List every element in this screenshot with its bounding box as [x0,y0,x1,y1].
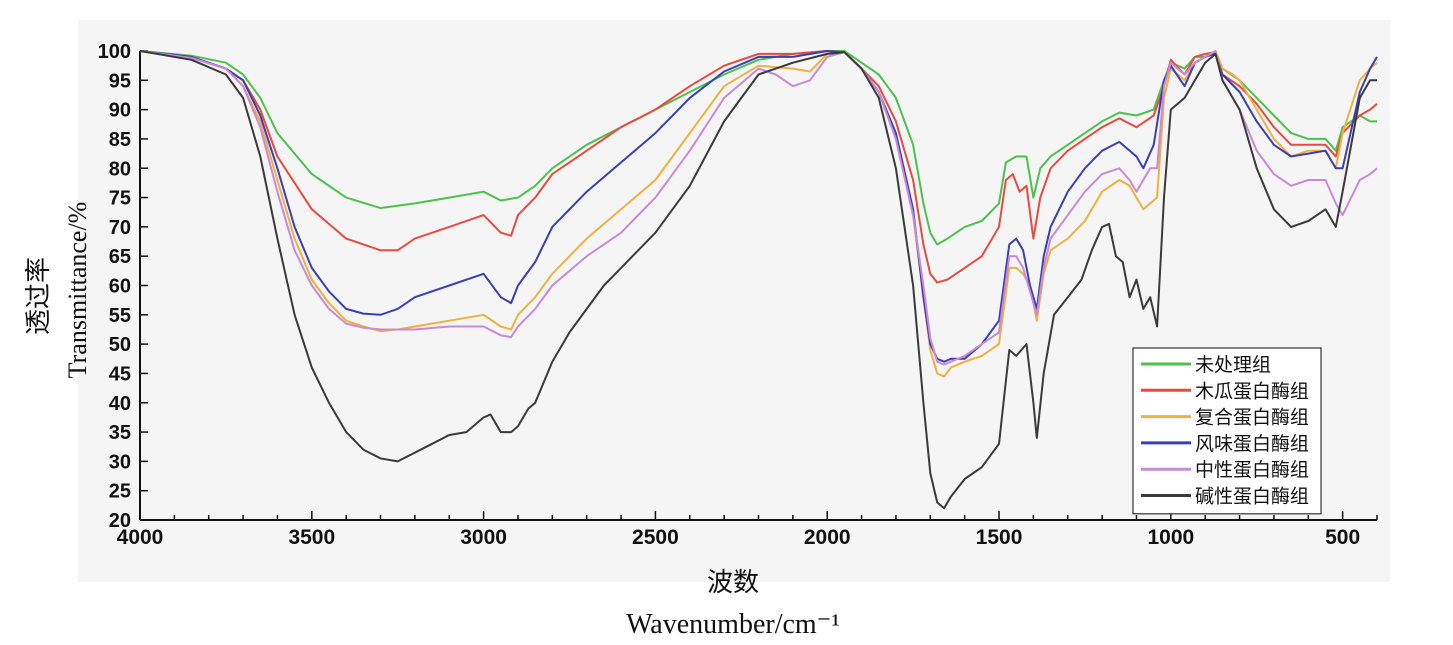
y-tick-label: 100 [98,41,131,63]
y-tick-label: 35 [109,422,131,444]
legend-label: 木瓜蛋白酶组 [1195,380,1309,402]
x-tick-label: 3500 [288,526,335,549]
legend-label: 风味蛋白酶组 [1195,433,1309,455]
y-tick-label: 55 [109,305,131,327]
y-tick-label: 60 [109,276,131,298]
y-tick-label: 85 [109,129,131,151]
y-tick-label: 70 [109,217,131,239]
y-axis-label-cn: 透过率 [24,257,54,335]
x-tick-label: 4000 [117,526,164,549]
y-tick-label: 45 [109,363,131,385]
series-line-6 [139,50,1377,510]
legend-box [1132,347,1322,515]
y-tick-label: 50 [109,334,131,356]
legend-label: 复合蛋白酶组 [1195,407,1309,429]
legend-label: 中性蛋白酶组 [1195,459,1309,481]
y-tick-label: 30 [109,451,131,473]
y-axis-label-en: Transmittance/% [63,202,92,379]
x-tick-label: 1500 [976,526,1023,549]
y-tick-label: 20 [109,510,131,532]
y-tick-label: 75 [109,188,131,210]
series-lines [139,50,1378,510]
y-tick-label: 90 [109,100,131,122]
x-axis-label-en: Wavenumber/cm⁻¹ [626,609,840,640]
x-axis: 4000 3500 3000 2500 2000 1500 1000 500 [117,511,1378,549]
y-tick-label: 95 [109,70,131,92]
x-tick-label: 2500 [632,526,679,549]
legend-label: 未处理组 [1195,354,1271,376]
y-tick-label: 65 [109,246,131,268]
series-line-5 [139,50,1378,366]
y-tick-label: 25 [109,481,131,503]
y-tick-label: 40 [109,393,131,415]
x-tick-label: 500 [1325,526,1360,549]
series-line-4 [139,50,1378,363]
x-tick-label: 3000 [460,526,507,549]
x-tick-label: 1000 [1147,526,1194,549]
x-tick-label: 2000 [804,526,851,549]
y-axis: 20 25 30 35 40 45 50 55 60 65 70 75 80 85 90 95 100 [98,41,148,532]
x-axis-label-cn: 波数 [707,568,759,598]
legend-label: 碱性蛋白酶组 [1195,486,1309,508]
y-tick-label: 80 [109,158,131,180]
